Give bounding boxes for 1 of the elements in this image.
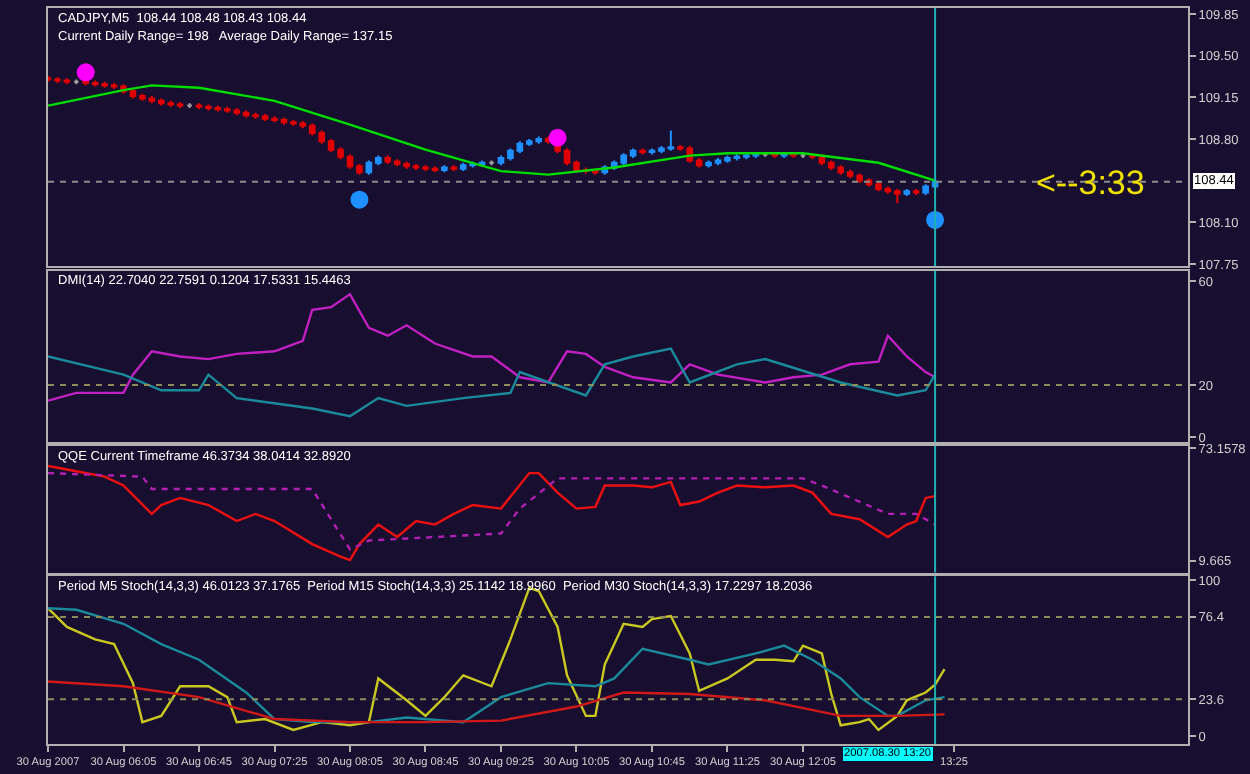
annotation: <--3:33 (1036, 164, 1145, 202)
